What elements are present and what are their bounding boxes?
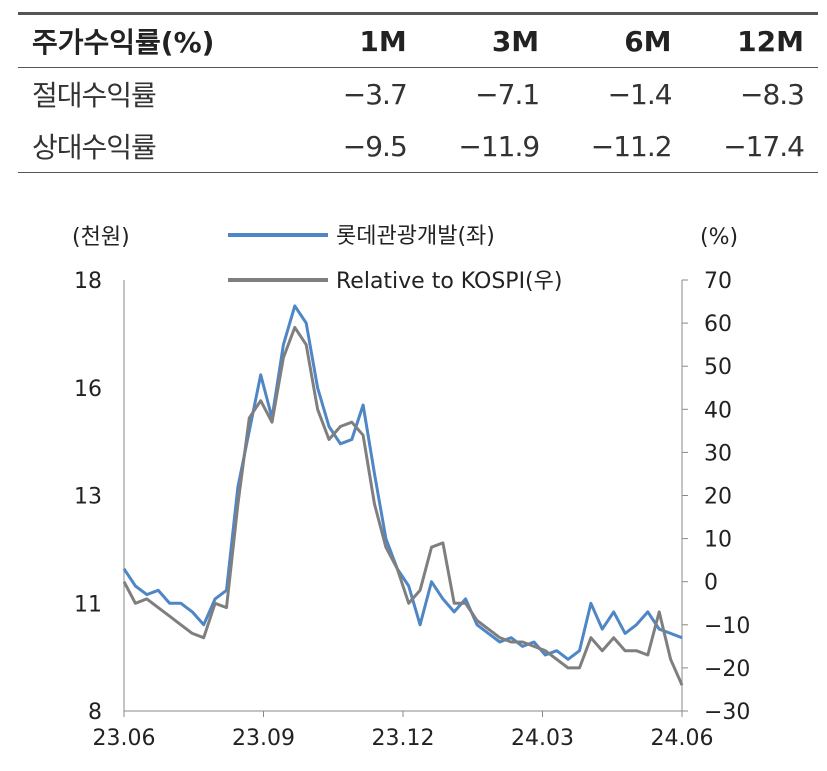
x-tick-label: 24.03 bbox=[511, 726, 574, 751]
table-cell: −8.3 bbox=[740, 77, 805, 111]
legend-label-series2: Relative to KOSPI(우) bbox=[336, 269, 562, 294]
x-tick-label: 23.09 bbox=[232, 726, 295, 751]
right-tick-label: −20 bbox=[704, 657, 750, 682]
header-cell: 6M bbox=[553, 12, 686, 68]
table-cell: −3.7 bbox=[342, 77, 408, 111]
row-label: 절대수익률 bbox=[32, 79, 157, 112]
returns-table: 주가수익률(%) 1M 3M 6M 12M 절대수익률 −3.7 −7.1 −1… bbox=[18, 12, 818, 173]
left-tick-label: 18 bbox=[74, 269, 102, 294]
x-tick-label: 24.06 bbox=[651, 726, 714, 751]
right-tick-label: 10 bbox=[704, 528, 732, 553]
left-axis-unit: (천원) bbox=[72, 225, 130, 250]
right-tick-label: 30 bbox=[704, 441, 732, 466]
right-tick-label: −30 bbox=[704, 700, 750, 725]
right-tick-label: −10 bbox=[704, 614, 750, 639]
table-cell: −9.5 bbox=[311, 120, 421, 173]
row-label: 상대수익률 bbox=[18, 120, 312, 173]
legend-label-series1: 롯데관광개발(좌) bbox=[336, 224, 495, 249]
legend: 롯데관광개발(좌) Relative to KOSPI(우) bbox=[228, 224, 562, 294]
header-cell: 주가수익률(%) bbox=[18, 12, 312, 68]
series-line-2 bbox=[122, 325, 684, 686]
left-tick-label: 8 bbox=[88, 700, 102, 725]
table-cell: −1.4 bbox=[607, 77, 673, 111]
table-cell: −11.9 bbox=[420, 120, 554, 173]
right-tick-label: 0 bbox=[704, 571, 718, 596]
x-tick-label: 23.12 bbox=[372, 726, 435, 751]
right-tick-label: 20 bbox=[704, 485, 732, 510]
header-cell: 12M bbox=[685, 12, 818, 68]
table-cell: −17.4 bbox=[685, 120, 818, 173]
table-row: 상대수익률 −9.5 −11.9 −11.2 −17.4 bbox=[18, 120, 818, 173]
right-tick-label: 60 bbox=[704, 312, 732, 337]
right-axis-unit: (%) bbox=[700, 225, 738, 250]
header-cell: 3M bbox=[420, 12, 554, 68]
left-tick-label: 11 bbox=[74, 592, 102, 617]
price-chart: (천원) (%) 롯데관광개발(좌) Relative to KOSPI(우) … bbox=[72, 224, 750, 751]
right-tick-label: 50 bbox=[704, 355, 732, 380]
right-tick-label: 70 bbox=[704, 269, 732, 294]
header-cell: 1M bbox=[311, 12, 421, 68]
table-cell: −11.2 bbox=[553, 120, 686, 173]
x-tick-label: 23.06 bbox=[93, 726, 156, 751]
returns-table-header: 주가수익률(%) 1M 3M 6M 12M bbox=[18, 12, 818, 68]
left-tick-label: 13 bbox=[74, 485, 102, 510]
table-row: 절대수익률 −3.7 −7.1 −1.4 −8.3 bbox=[18, 68, 818, 121]
right-tick-label: 40 bbox=[704, 398, 732, 423]
table-cell: −7.1 bbox=[475, 77, 540, 111]
series-line-1 bbox=[122, 304, 683, 661]
left-tick-label: 16 bbox=[74, 377, 102, 402]
